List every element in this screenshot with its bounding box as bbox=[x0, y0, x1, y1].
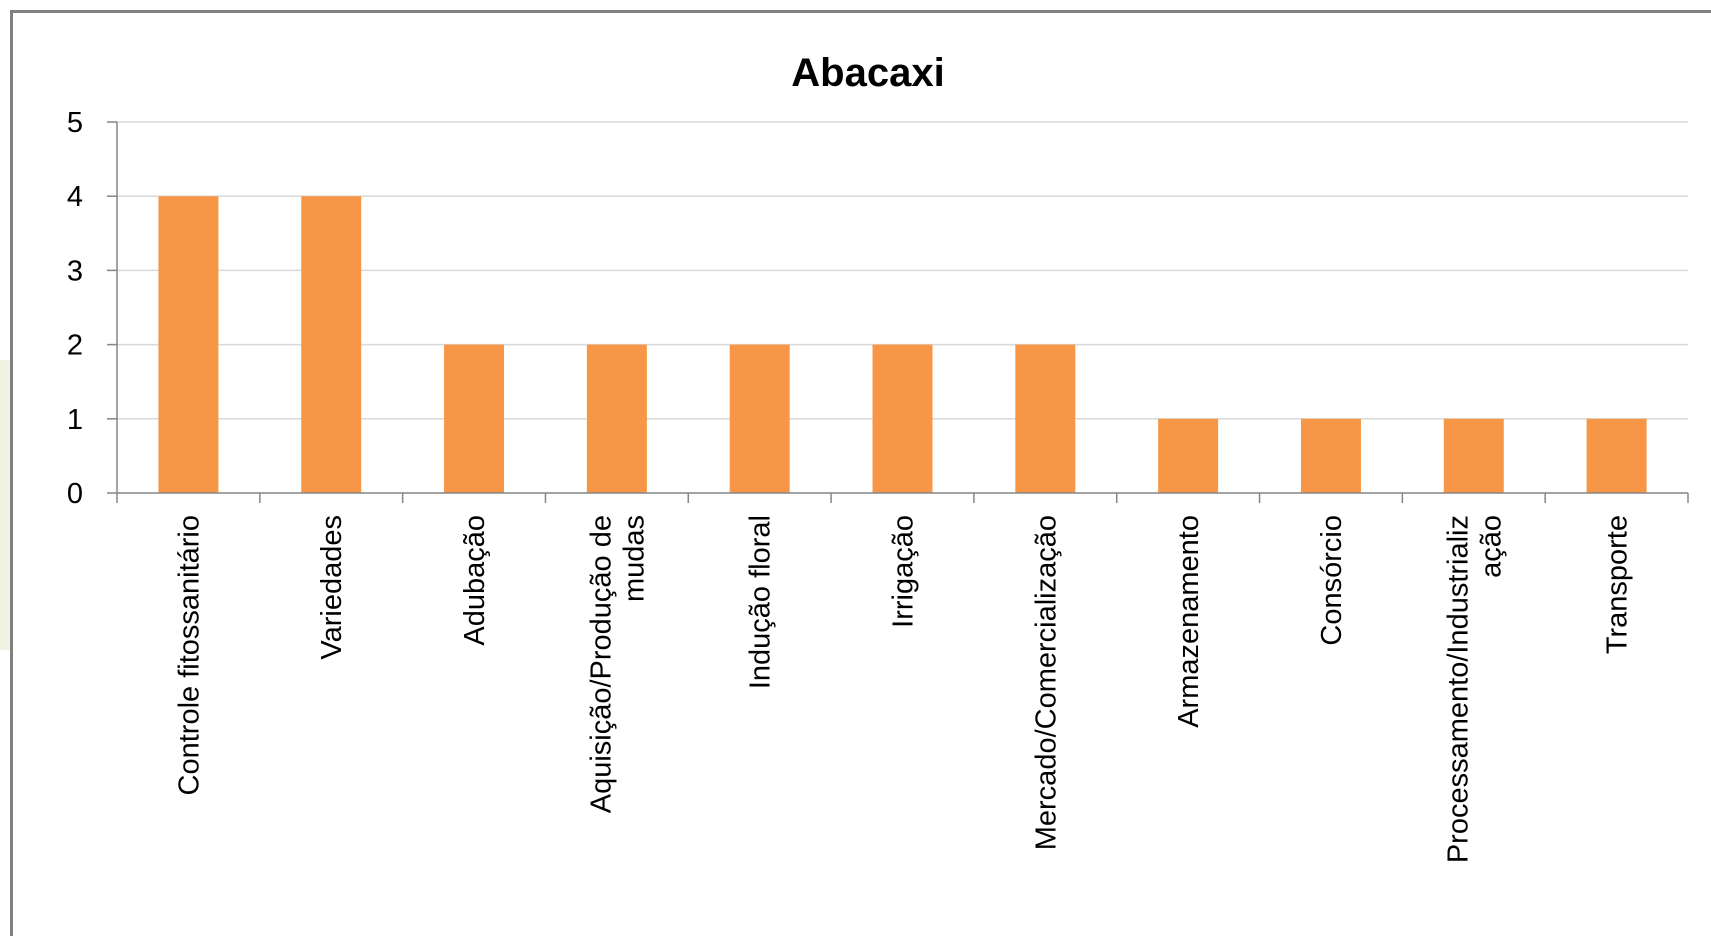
x-category-label: Processamento/Industrializ bbox=[1442, 515, 1474, 863]
bar bbox=[301, 196, 362, 493]
x-category-label: Armazenamento bbox=[1173, 515, 1205, 728]
bar bbox=[586, 344, 647, 493]
y-tick-label: 4 bbox=[67, 181, 83, 213]
x-category-label: Indução floral bbox=[745, 515, 777, 689]
bar bbox=[444, 344, 505, 493]
x-category-label: Transporte bbox=[1602, 515, 1634, 654]
x-category-label: mudas bbox=[618, 515, 650, 602]
bar bbox=[1015, 344, 1076, 493]
y-tick-label: 2 bbox=[67, 330, 83, 362]
bar bbox=[872, 344, 933, 493]
chart-frame bbox=[10, 10, 1711, 936]
y-tick-label: 0 bbox=[67, 478, 83, 510]
x-category-label: Adubação bbox=[459, 515, 491, 646]
y-axis-ticks: 0 1 2 3 4 5 bbox=[67, 107, 117, 510]
bar bbox=[1443, 418, 1504, 493]
y-tick-label: 3 bbox=[67, 255, 83, 287]
x-category-label: Aquisição/Produção de bbox=[585, 515, 617, 813]
bar bbox=[729, 344, 790, 493]
x-category-label: Variedades bbox=[316, 515, 348, 660]
x-category-label: Consórcio bbox=[1316, 515, 1348, 646]
bar bbox=[158, 196, 219, 493]
y-tick-label: 1 bbox=[67, 404, 83, 436]
x-category-label: Mercado/Comercialização bbox=[1030, 515, 1062, 850]
x-category-label: Irrigação bbox=[888, 515, 920, 628]
bars bbox=[158, 196, 1647, 493]
bar bbox=[1586, 418, 1647, 493]
bar bbox=[1158, 418, 1219, 493]
y-tick-label: 5 bbox=[67, 107, 83, 139]
bar bbox=[1300, 418, 1361, 493]
x-category-label: ação bbox=[1475, 515, 1507, 578]
chart-title: Abacaxi bbox=[791, 51, 944, 95]
side-strip bbox=[0, 360, 10, 650]
x-category-label: Controle fitossanitário bbox=[173, 515, 205, 795]
x-axis-labels: Controle fitossanitário Variedades Adubaçã… bbox=[173, 515, 1633, 863]
axes bbox=[116, 122, 1689, 503]
